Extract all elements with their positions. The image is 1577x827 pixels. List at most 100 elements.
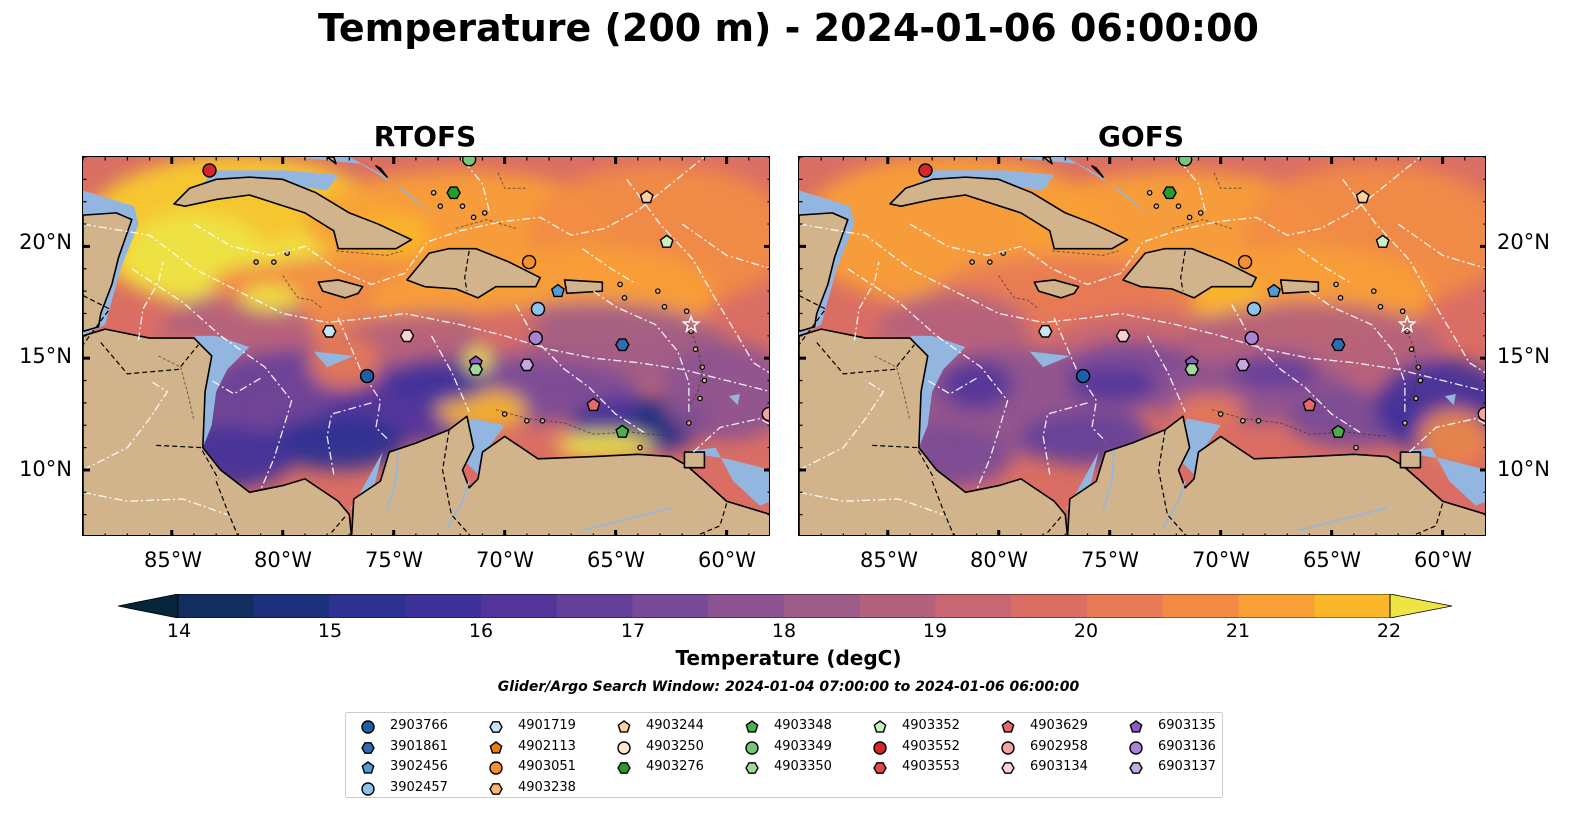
colorbar-segment xyxy=(708,594,785,618)
circle-marker-icon xyxy=(617,740,631,755)
legend-label: 6902958 xyxy=(1030,738,1088,754)
float-marker-3902456-gofs[interactable] xyxy=(1266,283,1281,298)
float-marker-6903136-gofs[interactable] xyxy=(1244,330,1259,346)
float-marker-3902456-rtofs[interactable] xyxy=(550,283,565,298)
colorbar-segment xyxy=(1314,594,1391,618)
lon-label-80w-gofs: 80°W xyxy=(970,548,1028,572)
legend-marker-4903250 xyxy=(617,740,631,755)
float-marker-4903629-rtofs[interactable] xyxy=(586,397,601,412)
lon-label-65w-gofs: 65°W xyxy=(1303,548,1361,572)
float-marker-4903348-rtofs[interactable] xyxy=(615,424,630,438)
legend-label: 3902457 xyxy=(390,779,448,795)
float-marker-4903051-rtofs[interactable] xyxy=(521,254,537,270)
legend-marker-4901719 xyxy=(489,721,503,733)
star-marker-gofs xyxy=(1397,314,1417,333)
lon-label-85w-rtofs: 85°W xyxy=(144,548,202,572)
float-marker-6903137-gofs[interactable] xyxy=(1235,358,1251,372)
float-marker-4903276-gofs[interactable] xyxy=(1162,186,1177,200)
colorbar-segment xyxy=(1238,594,1315,618)
legend-label: 4903352 xyxy=(902,718,960,733)
temperature-map-gofs xyxy=(799,157,1486,535)
float-marker-3902457-gofs[interactable] xyxy=(1246,301,1262,317)
legend-label: 6903136 xyxy=(1158,738,1216,754)
legend-label: 4903349 xyxy=(774,738,832,754)
colorbar-tick-21: 21 xyxy=(1225,620,1251,642)
float-marker-4901719-rtofs[interactable] xyxy=(321,324,337,338)
float-marker-4903350-rtofs[interactable] xyxy=(468,362,484,376)
hexagon-marker-icon xyxy=(617,762,631,774)
float-marker-6902958-gofs[interactable] xyxy=(1477,406,1486,422)
circle-marker-icon xyxy=(361,720,375,734)
circle-marker-icon xyxy=(873,740,887,755)
colorbar-segment xyxy=(1011,594,1088,618)
float-marker-6903134-gofs[interactable] xyxy=(1115,329,1131,343)
circle-marker-icon xyxy=(361,781,375,796)
float-legend: 2903766 3901861 3902456 3902457 4901719 49021… xyxy=(345,712,1223,798)
colorbar-tick-22: 22 xyxy=(1376,620,1402,642)
map-panel-gofs[interactable] xyxy=(798,156,1486,536)
legend-marker-6903136 xyxy=(1129,740,1143,755)
legend-label: 4903276 xyxy=(646,759,704,774)
float-marker-4903552-rtofs[interactable] xyxy=(202,163,217,178)
float-marker-3902457-rtofs[interactable] xyxy=(530,301,546,317)
float-marker-3901861-gofs[interactable] xyxy=(1330,338,1346,352)
legend-label: 4903629 xyxy=(1030,718,1088,733)
colorbar-tick-15: 15 xyxy=(317,620,343,642)
legend-marker-6903134 xyxy=(1001,762,1015,774)
float-marker-4903629-gofs[interactable] xyxy=(1302,397,1317,412)
legend-marker-3901861 xyxy=(361,741,375,754)
legend-marker-4903276 xyxy=(617,762,631,774)
lon-label-80w-rtofs: 80°W xyxy=(254,548,312,572)
colorbar-segment xyxy=(1162,594,1239,618)
float-marker-2903766-gofs[interactable] xyxy=(1075,368,1091,384)
float-marker-2903766-rtofs[interactable] xyxy=(359,368,375,384)
legend-marker-4903553 xyxy=(873,762,887,774)
float-marker-6903136-rtofs[interactable] xyxy=(528,330,543,346)
colorbar-tick-19: 19 xyxy=(922,620,948,642)
float-marker-6902958-rtofs[interactable] xyxy=(761,406,770,422)
float-marker-4903244-rtofs[interactable] xyxy=(639,189,654,204)
legend-marker-4903352 xyxy=(873,720,887,733)
float-marker-6903134-rtofs[interactable] xyxy=(399,329,415,343)
search-window-caption: Glider/Argo Search Window: 2024-01-04 07… xyxy=(497,679,1080,695)
legend-marker-4903350 xyxy=(745,762,759,774)
colorbar-segment xyxy=(632,594,709,618)
colorbar xyxy=(117,593,1453,619)
map-panel-rtofs[interactable] xyxy=(82,156,770,536)
colorbar-segment xyxy=(481,594,558,618)
legend-marker-4903349 xyxy=(745,740,759,755)
float-marker-4903348-gofs[interactable] xyxy=(1331,424,1346,438)
legend-label: 2903766 xyxy=(390,718,448,733)
float-marker-3901861-rtofs[interactable] xyxy=(614,338,630,352)
float-marker-4903352-gofs[interactable] xyxy=(1375,234,1390,248)
lon-label-60w-gofs: 60°W xyxy=(1414,548,1472,572)
pentagon-marker-icon xyxy=(617,720,631,733)
lon-label-60w-rtofs: 60°W xyxy=(698,548,756,572)
legend-marker-4902113 xyxy=(489,740,503,754)
legend-marker-4903348 xyxy=(745,720,759,733)
hexagon-marker-icon xyxy=(489,721,503,733)
temperature-map-rtofs xyxy=(83,157,770,535)
float-marker-4901719-gofs[interactable] xyxy=(1037,324,1053,338)
hexagon-marker-icon xyxy=(873,762,887,774)
float-marker-4903276-rtofs[interactable] xyxy=(446,186,461,200)
legend-label: 4903553 xyxy=(902,759,960,774)
float-marker-4903051-gofs[interactable] xyxy=(1237,254,1253,270)
pentagon-marker-icon xyxy=(873,720,887,733)
float-marker-6903137-rtofs[interactable] xyxy=(519,358,535,372)
float-marker-4903349-gofs[interactable] xyxy=(1177,157,1193,167)
colorbar-tick-17: 17 xyxy=(620,620,646,642)
legend-label: 4903244 xyxy=(646,718,704,733)
float-marker-4903552-gofs[interactable] xyxy=(918,163,933,178)
legend-label: 4903552 xyxy=(902,738,960,754)
float-marker-4903352-rtofs[interactable] xyxy=(659,234,674,248)
float-marker-4903349-rtofs[interactable] xyxy=(461,157,477,167)
float-marker-4903350-gofs[interactable] xyxy=(1184,362,1200,376)
lon-label-85w-gofs: 85°W xyxy=(860,548,918,572)
float-marker-4903244-gofs[interactable] xyxy=(1355,189,1370,204)
lat-label-20n-left: 20°N xyxy=(19,230,72,254)
hexagon-marker-icon xyxy=(361,741,375,754)
legend-label: 6903137 xyxy=(1158,759,1216,774)
legend-marker-4903238 xyxy=(489,782,503,795)
circle-marker-icon xyxy=(489,761,503,775)
